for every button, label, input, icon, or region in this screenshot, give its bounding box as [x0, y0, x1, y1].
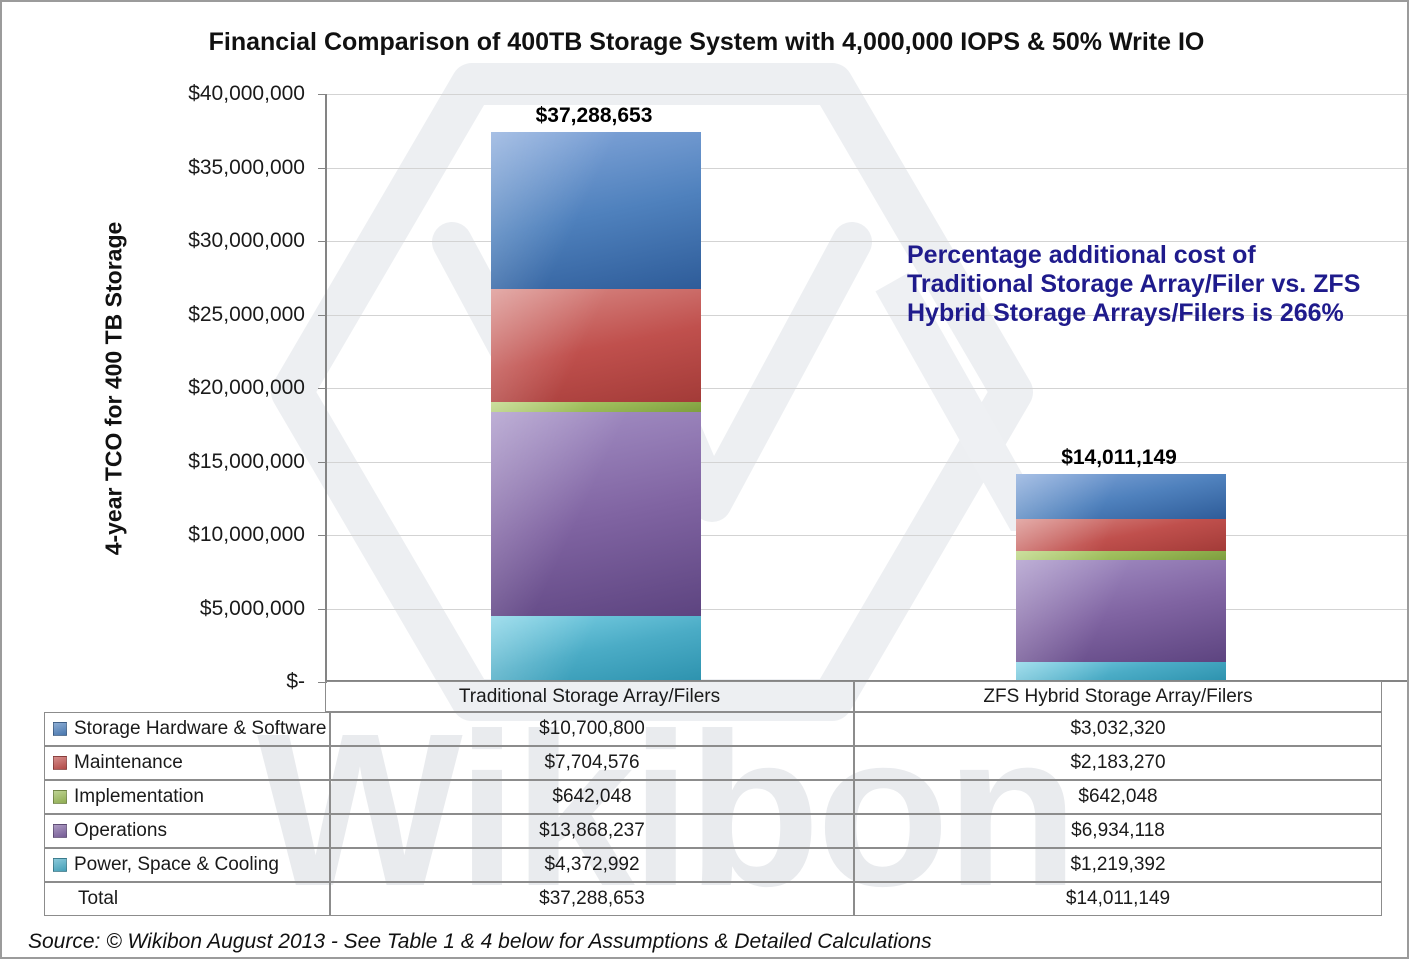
y-axis-tick-labels: $40,000,000 $35,000,000 $30,000,000 $25,000… [152, 82, 305, 693]
bar-segment-storage-hardware-software [491, 131, 701, 290]
bar-segment-implementation [491, 402, 701, 412]
gridline [327, 94, 1407, 95]
plot-area [318, 94, 1407, 683]
y-axis-tick-mark [318, 388, 327, 389]
category-label-zfs: ZFS Hybrid Storage Array/Filers [854, 681, 1382, 712]
value-cell: $7,704,576 [330, 746, 854, 780]
row-label: Total [78, 888, 119, 909]
y-tick-label: $- [286, 670, 305, 693]
legend-swatch-icon [53, 790, 67, 804]
bar-segment-power-space-cooling [1016, 662, 1226, 680]
gridline [327, 314, 1407, 316]
row-label: Implementation [74, 786, 204, 807]
value-cell: $2,183,270 [854, 746, 1382, 780]
y-tick-label: $20,000,000 [188, 376, 305, 399]
row-label-cell: Operations [44, 814, 330, 848]
y-tick-label: $35,000,000 [188, 155, 305, 179]
y-axis-title: 4-year TCO for 400 TB Storage [100, 221, 127, 555]
legend-swatch-icon [53, 722, 67, 736]
y-tick-label: $25,000,000 [188, 302, 305, 326]
annotation-line-3: Hybrid Storage Arrays/Filers is 266% [907, 299, 1344, 327]
source-note: Source: © Wikibon August 2013 - See Tabl… [28, 930, 932, 953]
y-axis-tick-mark [318, 241, 327, 242]
y-tick-label: $15,000,000 [188, 449, 305, 473]
y-axis-tick-mark [318, 94, 327, 95]
annotation-line-2: Traditional Storage Array/Filer vs. ZFS [907, 270, 1361, 298]
value-cell: $4,372,992 [330, 848, 854, 882]
stacked-bar-zfs [1016, 474, 1226, 680]
row-label-cell: Total [44, 882, 330, 916]
bar-segment-implementation [1016, 550, 1226, 561]
bar-segment-power-space-cooling [491, 615, 701, 680]
stacked-bar-traditional [491, 131, 701, 680]
value-cell: $642,048 [854, 780, 1382, 814]
y-axis-tick-mark [318, 608, 327, 610]
bar-total-label: $14,011,149 [1061, 446, 1177, 470]
row-label: Operations [74, 820, 167, 841]
y-axis-tick-mark [318, 682, 327, 683]
bar-segment-maintenance [1016, 518, 1226, 551]
annotation-text: Percentage additional cost of Traditiona… [907, 241, 1387, 328]
y-tick-label: $30,000,000 [188, 229, 305, 252]
value-cell: $6,934,118 [854, 814, 1382, 848]
chart-title: Financial Comparison of 400TB Storage Sy… [208, 28, 1205, 56]
y-axis-tick-mark [318, 167, 327, 169]
row-label: Power, Space & Cooling [74, 854, 279, 875]
row-label: Maintenance [74, 752, 183, 773]
legend-swatch-icon [53, 858, 67, 872]
gridline [327, 388, 1407, 389]
y-axis-tick-mark [318, 314, 327, 316]
value-cell: $13,868,237 [330, 814, 854, 848]
value-cell: $1,219,392 [854, 848, 1382, 882]
y-axis-tick-mark [318, 461, 327, 463]
category-label-traditional: Traditional Storage Array/Filers [325, 681, 854, 712]
row-label-cell: Implementation [44, 780, 330, 814]
annotation-line-1: Percentage additional cost of [907, 241, 1256, 269]
legend-swatch-icon [53, 824, 67, 838]
gridline [327, 535, 1407, 536]
y-tick-label: $5,000,000 [199, 596, 305, 620]
value-cell: $642,048 [330, 780, 854, 814]
value-cell: $10,700,800 [330, 712, 854, 746]
legend-swatch-icon [53, 756, 67, 770]
row-label-cell: Maintenance [44, 746, 330, 780]
bar-segment-operations [1016, 560, 1226, 663]
value-cell: $3,032,320 [854, 712, 1382, 746]
wikibon-watermark-text: Wikibon [257, 689, 1079, 932]
bar-segment-storage-hardware-software [1016, 474, 1226, 519]
bar-segment-operations [491, 411, 701, 616]
y-tick-label: $40,000,000 [188, 82, 305, 105]
row-label-cell: Storage Hardware & Software [44, 712, 330, 746]
bar-segment-maintenance [491, 289, 701, 403]
gridline [327, 241, 1407, 242]
y-axis-tick-mark [318, 535, 327, 536]
bar-total-label: $37,288,653 [535, 103, 653, 127]
gridline [327, 608, 1407, 610]
gridline [327, 461, 1407, 463]
y-tick-label: $10,000,000 [188, 523, 305, 546]
row-label: Storage Hardware & Software [74, 718, 327, 739]
row-label-cell: Power, Space & Cooling [44, 848, 330, 882]
gridline [327, 167, 1407, 169]
value-cell: $37,288,653 [330, 882, 854, 916]
value-cell: $14,011,149 [854, 882, 1382, 916]
